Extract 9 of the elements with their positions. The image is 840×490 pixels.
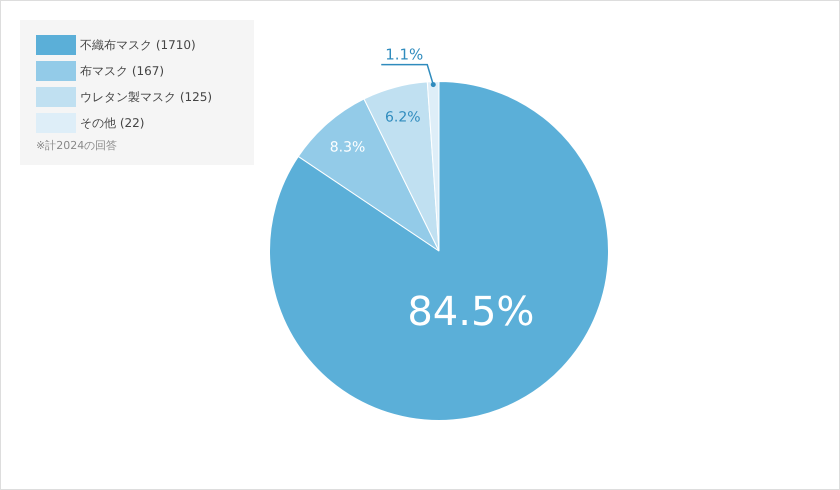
legend-label: その他 (22) [80,114,144,132]
data-label: 84.5% [407,288,534,335]
data-label: 8.3% [330,139,366,156]
legend-label: 不織布マスク (1710) [80,36,196,54]
data-label: 1.1% [385,46,424,64]
data-label: 6.2% [384,110,421,126]
text: ※計2024の回答 [36,138,118,153]
legend-label: ウレタン製マスク (125) [80,88,212,106]
legend-label: 布マスク (167) [80,62,164,80]
